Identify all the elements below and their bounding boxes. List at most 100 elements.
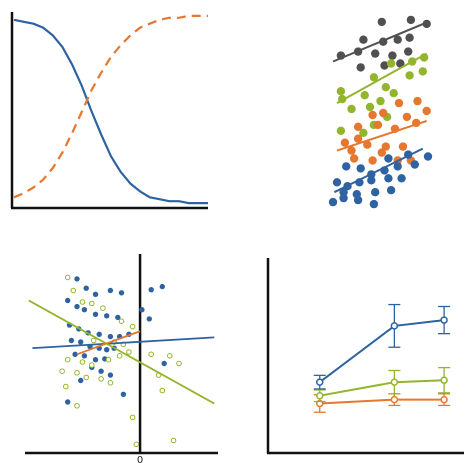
- scatter-point-green: [79, 359, 86, 365]
- scatter-point-orange: [422, 106, 431, 116]
- scatter-point-orange: [413, 96, 422, 106]
- scatter-point-orange: [379, 108, 388, 118]
- scatter-point-blue: [328, 197, 338, 207]
- scatter-point-blue: [353, 195, 363, 205]
- scatter-point-blue: [384, 174, 393, 183]
- scatter-point-blue: [65, 297, 71, 304]
- chart-scatter-groups: [328, 15, 433, 209]
- scatter-point-blue: [342, 162, 351, 171]
- scatter-point-blue: [98, 368, 104, 374]
- scatter-point-blue: [410, 160, 419, 169]
- scatter-point-green: [389, 89, 398, 98]
- scatter-point-blue: [159, 283, 165, 290]
- scatter-point-green: [116, 353, 123, 359]
- scatter-point-green: [126, 349, 132, 355]
- x-tick-label-zero: 0: [137, 455, 143, 463]
- scatter-point-green: [63, 383, 69, 390]
- scatter-point-blue: [384, 154, 393, 163]
- scatter-point-blue: [139, 307, 145, 313]
- trend-line-blue: [32, 336, 215, 350]
- scatter-point-blue: [96, 331, 102, 337]
- data-point-blue: [440, 316, 448, 324]
- scatter-point-blue: [369, 199, 379, 209]
- data-point-green: [440, 376, 448, 384]
- scatter-point-blue: [161, 360, 167, 367]
- scatter-point-green: [347, 104, 356, 114]
- data-point-blue: [390, 322, 399, 330]
- scatter-point-gray: [353, 47, 363, 56]
- scatter-point-blue: [148, 287, 154, 293]
- scatter-point-gray: [393, 35, 402, 44]
- scatter-point-orange: [381, 142, 390, 151]
- scatter-point-orange: [349, 154, 359, 163]
- scatter-point-gray: [380, 61, 389, 70]
- scatter-point-blue: [356, 164, 365, 173]
- chart-error-bar-lines: [266, 258, 464, 455]
- scatter-point-blue: [393, 162, 402, 171]
- scatter-point-green: [336, 126, 346, 135]
- scatter-point-blue: [107, 287, 114, 294]
- scatter-point-gray: [379, 37, 388, 46]
- scatter-point-green: [129, 414, 136, 421]
- scatter-point-green: [386, 59, 396, 68]
- data-point-green: [390, 378, 399, 386]
- scatter-point-green: [369, 73, 379, 82]
- scatter-point-blue: [81, 353, 88, 359]
- data-point-blue: [315, 378, 324, 386]
- scatter-point-green: [408, 57, 417, 66]
- scatter-point-green: [98, 376, 104, 382]
- scatter-point-green: [419, 53, 429, 62]
- scatter-point-gray: [405, 33, 414, 42]
- scatter-point-blue: [386, 186, 396, 195]
- scatter-point-green: [170, 437, 177, 444]
- scatter-point-blue: [68, 337, 75, 344]
- series-line-orange: [319, 398, 445, 405]
- curve-line-2: [13, 14, 208, 199]
- scatter-point-blue: [92, 311, 99, 317]
- scatter-point-green: [176, 360, 182, 367]
- scatter-point-orange: [390, 124, 400, 133]
- scatter-point-green: [338, 94, 347, 104]
- scatter-point-green: [159, 387, 166, 394]
- scatter-point-green: [90, 337, 97, 344]
- scatter-point-blue: [332, 178, 342, 187]
- data-point-orange: [390, 395, 399, 404]
- scatter-point-blue: [355, 178, 364, 187]
- scatter-point-orange: [398, 142, 408, 151]
- scatter-point-gray: [371, 49, 380, 58]
- scatter-point-green: [105, 356, 112, 363]
- scatter-point-green: [133, 441, 140, 448]
- scatter-point-orange: [394, 98, 404, 108]
- scatter-point-gray: [388, 51, 397, 60]
- scatter-point-green: [148, 351, 154, 358]
- scatter-point-blue: [339, 188, 348, 197]
- scatter-point-blue: [104, 347, 110, 353]
- scatter-point-green: [107, 380, 114, 386]
- scatter-point-blue: [371, 188, 380, 197]
- scatter-point-green: [74, 403, 80, 409]
- scatter-point-gray: [406, 15, 416, 25]
- scatter-point-green: [83, 374, 89, 381]
- scatter-point-blue: [107, 333, 114, 340]
- scatter-point-blue: [367, 170, 376, 179]
- scatter-point-blue: [72, 351, 78, 357]
- scatter-point-green: [74, 370, 80, 376]
- scatter-point-blue: [74, 276, 80, 282]
- curve-line-1: [13, 18, 208, 205]
- scatter-point-green: [79, 299, 86, 305]
- scatter-point-green: [89, 300, 95, 307]
- scatter-point-orange: [353, 122, 363, 131]
- scatter-point-blue: [107, 372, 114, 378]
- scatter-point-blue: [423, 152, 433, 161]
- scatter-point-green: [405, 71, 414, 80]
- chart-sigmoid-curves: [10, 12, 208, 210]
- scatter-point-blue: [146, 316, 152, 322]
- scatter-point-orange: [377, 148, 386, 157]
- data-point-green: [315, 391, 324, 400]
- scatter-point-blue: [78, 339, 84, 345]
- scatter-point-blue: [78, 377, 84, 384]
- scatter-point-blue: [339, 193, 348, 203]
- scatter-point-orange: [412, 118, 421, 128]
- scatter-point-orange: [347, 146, 356, 155]
- trend-line-orange: [336, 119, 428, 152]
